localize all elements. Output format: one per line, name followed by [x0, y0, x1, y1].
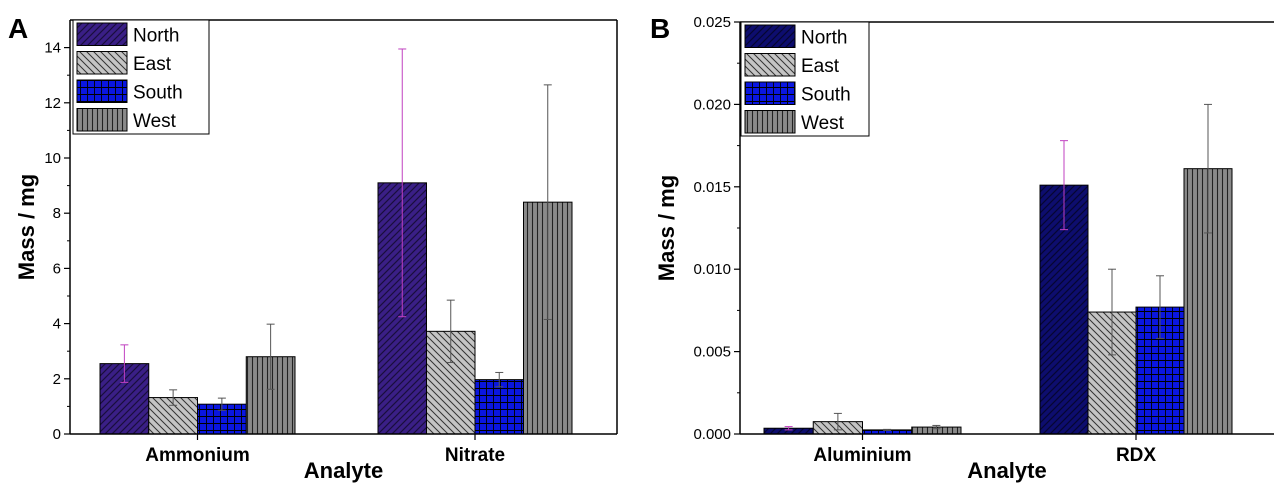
error-bar-north-nitrate — [398, 48, 407, 318]
y-tick-label: 8 — [53, 205, 61, 222]
error-bar-south-nitrate — [495, 371, 504, 388]
legend-swatch-west — [744, 110, 796, 134]
panel-b-chart: B 0.000 0.005 0.010 0.015 0.020 0.025 Aluminium… — [650, 13, 1274, 483]
y-tick-label: 10 — [44, 150, 61, 167]
y-tick-label: 6 — [53, 260, 61, 277]
y-tick-label: 0.000 — [693, 426, 731, 443]
legend: North East South West — [72, 19, 210, 135]
panel-label: A — [8, 13, 28, 44]
x-category-label-aluminium: Aluminium — [813, 445, 911, 466]
legend: North East South West — [740, 21, 870, 137]
error-bar-west-nitrate — [543, 84, 552, 320]
y-tick-label: 0.005 — [693, 344, 731, 361]
panel-label: B — [650, 13, 670, 44]
error-bar-north-rdx — [1060, 140, 1068, 231]
panel-a-chart: A 0 2 4 6 8 10 12 14 Ammonium Nitrate Analyte Mass /… — [8, 13, 618, 483]
y-tick-label: 0 — [53, 426, 61, 443]
y-tick-label: 4 — [53, 316, 61, 333]
bar-south-nitrate — [474, 379, 524, 435]
legend-swatch-north — [744, 24, 796, 48]
legend-swatch-east — [744, 53, 796, 77]
legend-swatch-north — [76, 22, 128, 46]
x-category-label-nitrate: Nitrate — [445, 445, 505, 466]
error-bar-west-rdx — [1204, 103, 1212, 234]
x-axis-title: Analyte — [967, 458, 1046, 483]
x-category-label-ammonium: Ammonium — [145, 445, 250, 466]
error-bar-north-ammonium — [120, 344, 129, 383]
y-tick-label: 0.020 — [693, 96, 731, 113]
y-tick-label: 14 — [44, 40, 61, 57]
y-tick-label: 12 — [44, 95, 61, 112]
legend-label-north: North — [133, 26, 179, 47]
error-bar-east-nitrate — [446, 299, 455, 364]
error-bar-south-rdx — [1156, 275, 1164, 339]
legend-label-east: East — [801, 56, 840, 77]
legend-label-west: West — [801, 113, 845, 134]
error-bar-south-ammonium — [217, 397, 226, 411]
legend-label-south: South — [801, 85, 851, 106]
y-tick-label: 0.025 — [693, 14, 731, 31]
x-axis-title: Analyte — [304, 458, 383, 483]
legend-label-north: North — [801, 28, 847, 49]
legend-label-south: South — [133, 83, 183, 104]
legend-swatch-west — [76, 108, 128, 132]
y-tick-label: 2 — [53, 371, 61, 388]
y-axis-title: Mass / mg — [14, 174, 39, 280]
error-bar-east-rdx — [1108, 268, 1116, 356]
error-bar-south-aluminium — [883, 428, 892, 431]
x-category-label-rdx: RDX — [1116, 445, 1156, 466]
error-bar-east-aluminium — [833, 412, 842, 431]
legend-swatch-east — [76, 51, 128, 75]
legend-swatch-south — [744, 81, 796, 105]
bar-north-rdx — [1039, 184, 1089, 435]
error-bar-west-aluminium — [932, 424, 941, 430]
y-tick-label: 0.010 — [693, 261, 731, 278]
error-bar-north-aluminium — [784, 426, 793, 431]
y-axis-title: Mass / mg — [654, 175, 679, 281]
y-tick-label: 0.015 — [693, 179, 731, 196]
error-bar-west-ammonium — [266, 323, 275, 390]
error-bar-east-ammonium — [169, 389, 178, 406]
legend-label-west: West — [133, 111, 177, 132]
legend-label-east: East — [133, 54, 172, 75]
legend-swatch-south — [76, 79, 128, 103]
